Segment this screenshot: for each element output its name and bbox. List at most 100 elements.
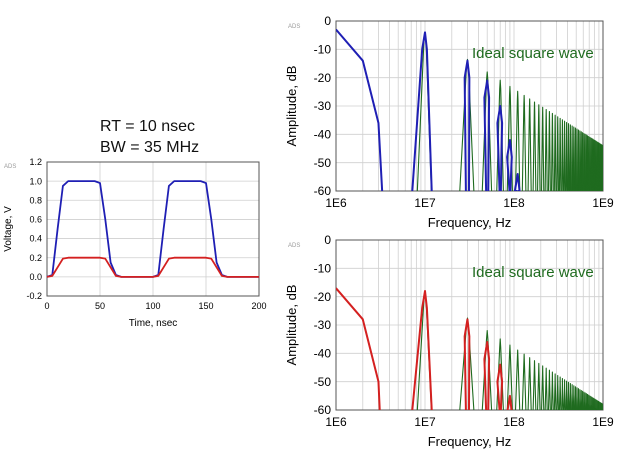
- ideal-harmonic: [565, 121, 568, 191]
- ideal-harmonic: [556, 374, 560, 410]
- ideal-harmonic: [574, 386, 577, 410]
- ideal-harmonic: [514, 349, 521, 410]
- ideal-harmonic: [586, 393, 589, 410]
- x-tick-label: 0: [44, 301, 49, 311]
- ads-mark: ADS: [288, 24, 300, 30]
- y-axis-label: Amplitude, dB: [284, 66, 299, 147]
- ideal-harmonic: [592, 138, 594, 191]
- ideal-harmonic: [521, 94, 527, 191]
- ideal-harmonic: [527, 98, 532, 191]
- y-axis-label: Amplitude, dB: [284, 285, 299, 366]
- ideal-harmonic: [544, 108, 548, 191]
- ideal-harmonic: [567, 123, 570, 191]
- y-tick-label: -40: [314, 347, 332, 361]
- x-axis-label: Frequency, Hz: [428, 434, 512, 449]
- ideal-harmonic: [553, 373, 557, 410]
- x-tick-label: 1E6: [325, 196, 347, 210]
- x-tick-label: 1E7: [414, 196, 436, 210]
- ideal-harmonic: [563, 120, 566, 191]
- filtered-lobe: [506, 139, 513, 191]
- ideal-harmonic: [571, 384, 574, 410]
- ideal-harmonic: [532, 360, 537, 410]
- x-tick-label: 1E8: [503, 415, 525, 429]
- y-tick-label: -50: [314, 375, 332, 389]
- ideal-harmonic: [506, 85, 513, 191]
- ideal-harmonic: [569, 124, 572, 191]
- x-tick-label: 1E9: [592, 196, 614, 210]
- filtered-lead: [336, 28, 384, 191]
- filtered-lobe: [496, 105, 504, 191]
- filtered-lobe: [411, 290, 433, 410]
- ideal-harmonic: [577, 388, 580, 410]
- ideal-harmonic: [544, 367, 548, 410]
- ideal-harmonic: [563, 379, 566, 410]
- ideal-harmonic: [585, 393, 588, 410]
- ideal-harmonic: [595, 399, 598, 410]
- x-tick-label: 200: [251, 301, 266, 311]
- y-tick-label: -0.2: [26, 291, 42, 301]
- x-tick-label: 1E6: [325, 415, 347, 429]
- ads-mark: ADS: [4, 164, 16, 170]
- ideal-harmonic: [537, 362, 541, 410]
- ideal-harmonic: [527, 357, 532, 410]
- ads-mark: ADS: [288, 243, 300, 249]
- ideal-harmonic: [589, 137, 592, 191]
- ideal-harmonic: [599, 402, 601, 410]
- filtered-lobe: [411, 31, 433, 191]
- ideal-harmonic: [588, 136, 591, 191]
- ideal-harmonic: [580, 131, 583, 191]
- x-axis-label: Frequency, Hz: [428, 215, 512, 230]
- y-tick-label: 0: [324, 233, 331, 247]
- filtered-lobe: [513, 173, 521, 191]
- y-tick-label: 0: [324, 14, 331, 28]
- plot-frame: [46, 161, 260, 297]
- ideal-harmonic: [553, 114, 557, 191]
- filtered-lobe: [496, 363, 504, 410]
- y-tick-label: 1.2: [29, 157, 42, 167]
- ideal-harmonic: [506, 344, 513, 410]
- ideal-harmonic: [598, 401, 600, 410]
- ideal-harmonic: [594, 140, 597, 191]
- ideal-harmonic: [514, 90, 521, 191]
- y-tick-label: -60: [314, 184, 332, 198]
- x-tick-label: 150: [198, 301, 213, 311]
- series-line-red: [46, 256, 259, 278]
- ideal-harmonic: [580, 389, 583, 410]
- ideal-harmonic: [521, 353, 527, 410]
- ideal-harmonic: [572, 385, 575, 410]
- ideal-harmonic: [596, 400, 599, 410]
- x-tick-label: 50: [95, 301, 105, 311]
- ideal-harmonic: [594, 399, 597, 410]
- filtered-lobe: [463, 318, 471, 410]
- ideal-square-wave-label: Ideal square wave: [472, 264, 594, 281]
- ideal-harmonic: [599, 143, 601, 191]
- filtered-lobe: [463, 59, 471, 191]
- y-tick-label: 1.0: [29, 176, 42, 186]
- filtered-lobe: [483, 79, 491, 191]
- y-axis-label: Voltage, V: [3, 206, 14, 252]
- y-tick-label: -10: [314, 43, 332, 57]
- ideal-harmonic: [547, 369, 551, 410]
- y-tick-label: -50: [314, 156, 332, 170]
- y-tick-label: 0.2: [29, 253, 42, 263]
- ideal-harmonic: [594, 139, 596, 191]
- y-tick-label: -40: [314, 128, 332, 142]
- ideal-harmonic: [575, 128, 578, 191]
- spec_bottom-marks: [336, 287, 603, 410]
- spec_top-marks: [336, 28, 603, 191]
- ideal-harmonic: [597, 142, 600, 191]
- ideal-harmonic: [550, 112, 554, 191]
- ideal-harmonic: [591, 396, 593, 410]
- ideal-harmonic: [578, 389, 581, 410]
- bandwidth-label: BW = 35 MHz: [100, 139, 200, 156]
- ideal-harmonic: [537, 104, 541, 191]
- ideal-harmonic: [558, 376, 562, 410]
- y-tick-label: 0.8: [29, 195, 42, 205]
- ideal-harmonic: [586, 135, 589, 191]
- x-tick-label: 1E8: [503, 196, 525, 210]
- ideal-harmonic: [574, 127, 577, 191]
- ideal-harmonic: [565, 380, 568, 410]
- ideal-harmonic: [581, 390, 584, 410]
- ideal-harmonic: [459, 317, 475, 410]
- ideal-harmonic: [584, 392, 587, 410]
